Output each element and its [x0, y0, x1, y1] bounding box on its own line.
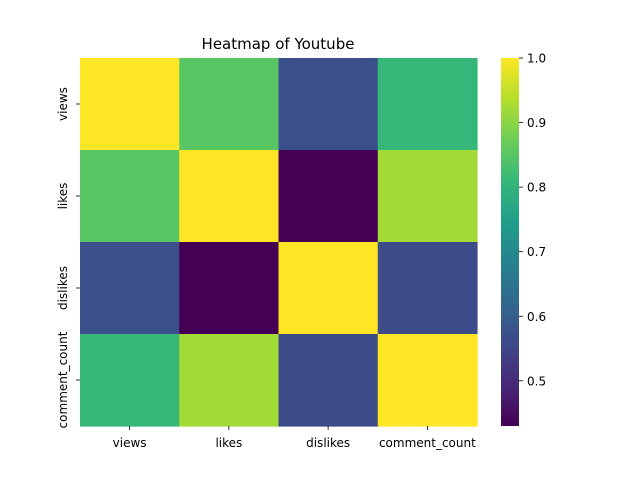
heatmap-cell-likes-views [80, 150, 180, 243]
colorbar-tick-label: 1.0 [527, 52, 546, 66]
x-tick-label-views: views [113, 436, 147, 450]
heatmap-cell-comment_count-views [80, 334, 180, 427]
heatmap-cell-views-likes [179, 58, 280, 151]
heatmap-cell-views-dislikes [278, 58, 379, 151]
y-tick-labels: views likes dislikes comment_count [56, 87, 80, 428]
heatmap-cell-comment_count-likes [179, 334, 280, 427]
y-tick-label-views: views [56, 87, 70, 121]
y-tick-label-likes: likes [56, 183, 70, 210]
colorbar-tick-label: 0.6 [527, 310, 546, 324]
x-tick-label-comment_count: comment_count [379, 436, 476, 450]
heatmap-cell-dislikes-likes [179, 242, 280, 335]
heatmap-cell-likes-comment_count [377, 150, 478, 243]
heatmap-cell-comment_count-comment_count [377, 334, 478, 427]
colorbar [501, 58, 519, 426]
chart-title: Heatmap of Youtube [202, 35, 355, 53]
colorbar-tick-label: 0.5 [527, 374, 546, 388]
y-tick-label-comment_count: comment_count [56, 331, 70, 428]
x-tick-labels: views likes dislikes comment_count [113, 426, 476, 450]
heatmap-cell-views-views [80, 58, 180, 151]
x-tick-label-likes: likes [215, 436, 242, 450]
heatmap-cell-dislikes-dislikes [278, 242, 379, 335]
y-tick-label-dislikes: dislikes [56, 266, 70, 310]
colorbar-tick-label: 0.8 [527, 181, 546, 195]
heatmap-cells [80, 58, 478, 427]
x-tick-label-dislikes: dislikes [306, 436, 350, 450]
heatmap-cell-likes-dislikes [278, 150, 379, 243]
heatmap-cell-likes-likes [179, 150, 280, 243]
colorbar-tick-label: 0.9 [527, 116, 546, 130]
colorbar-tick-label: 0.7 [527, 245, 546, 259]
heatmap-cell-dislikes-comment_count [377, 242, 478, 335]
heatmap-cell-views-comment_count [377, 58, 478, 151]
colorbar-ticks: 0.5 0.6 0.7 0.8 0.9 1.0 [519, 52, 546, 388]
heatmap-cell-comment_count-dislikes [278, 334, 379, 427]
heatmap-cell-dislikes-views [80, 242, 180, 335]
